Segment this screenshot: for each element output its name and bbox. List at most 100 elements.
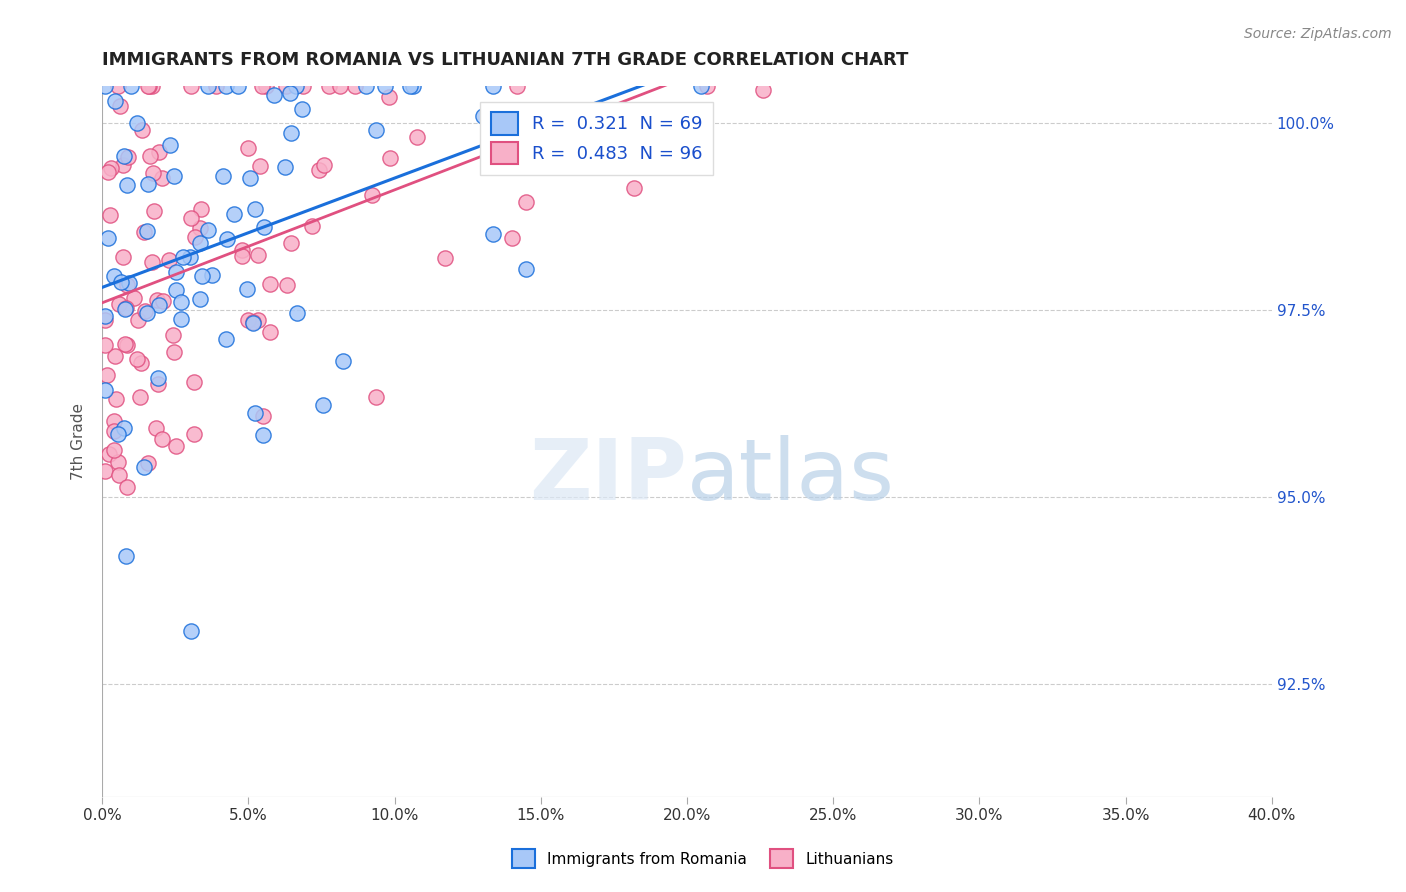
Point xyxy=(197,78,219,93)
Point xyxy=(308,163,330,178)
Point xyxy=(226,78,249,93)
Point xyxy=(259,277,281,291)
Point xyxy=(115,278,138,293)
Point xyxy=(107,297,129,311)
Point xyxy=(188,236,211,251)
Point xyxy=(115,178,138,192)
Text: IMMIGRANTS FROM ROMANIA VS LITHUANIAN 7TH GRADE CORRELATION CHART: IMMIGRANTS FROM ROMANIA VS LITHUANIAN 7T… xyxy=(103,51,908,69)
Point xyxy=(274,160,297,174)
Point xyxy=(191,268,214,283)
Point xyxy=(114,336,136,351)
Point xyxy=(231,243,253,257)
Point xyxy=(343,78,366,93)
Point xyxy=(132,459,155,474)
Point xyxy=(141,78,163,93)
Point xyxy=(285,78,308,93)
Point xyxy=(112,250,135,264)
Point xyxy=(115,480,138,494)
Point xyxy=(515,261,537,276)
Point xyxy=(242,315,264,329)
Point xyxy=(291,78,314,93)
Point xyxy=(354,78,377,93)
Text: Source: ZipAtlas.com: Source: ZipAtlas.com xyxy=(1244,27,1392,41)
Point xyxy=(127,116,149,130)
Point xyxy=(139,148,162,162)
Point xyxy=(138,456,160,470)
Point xyxy=(142,165,165,179)
Point xyxy=(134,304,156,318)
Point xyxy=(211,169,233,183)
Point xyxy=(107,426,129,441)
Point xyxy=(276,277,298,292)
Point xyxy=(285,306,308,320)
Point xyxy=(231,249,253,263)
Point xyxy=(179,251,201,265)
Point xyxy=(696,78,718,93)
Point xyxy=(401,78,423,93)
Point xyxy=(135,305,157,319)
Point xyxy=(180,624,202,639)
Point xyxy=(159,137,181,152)
Point xyxy=(190,292,212,306)
Point xyxy=(94,78,117,93)
Point xyxy=(482,78,505,93)
Point xyxy=(127,313,149,327)
Point xyxy=(246,248,269,262)
Point xyxy=(505,78,527,93)
Point xyxy=(148,298,170,312)
Point xyxy=(243,202,266,217)
Point xyxy=(131,123,153,137)
Point xyxy=(138,78,160,93)
Point xyxy=(107,455,129,469)
Point xyxy=(184,230,207,244)
Point xyxy=(378,90,401,104)
Point xyxy=(224,207,246,221)
Point xyxy=(165,265,187,279)
Point xyxy=(280,235,302,250)
Point xyxy=(366,390,388,404)
Point xyxy=(120,78,142,93)
Point xyxy=(100,161,122,175)
Point xyxy=(238,313,260,327)
Point xyxy=(217,232,239,246)
Point xyxy=(183,375,205,389)
Point xyxy=(280,126,302,140)
Point xyxy=(406,130,429,145)
Point xyxy=(165,283,187,297)
Point xyxy=(170,295,193,310)
Point xyxy=(236,141,259,155)
Point xyxy=(197,223,219,237)
Point xyxy=(104,94,127,108)
Point xyxy=(134,225,156,239)
Point xyxy=(515,195,537,210)
Legend: R =  0.321  N = 69, R =  0.483  N = 96: R = 0.321 N = 69, R = 0.483 N = 96 xyxy=(479,102,713,175)
Point xyxy=(170,312,193,326)
Point xyxy=(690,78,713,93)
Point xyxy=(254,78,277,93)
Point xyxy=(162,327,184,342)
Text: ZIP: ZIP xyxy=(529,435,688,518)
Point xyxy=(148,145,170,160)
Point xyxy=(110,276,132,290)
Point xyxy=(236,282,259,296)
Point xyxy=(108,467,131,482)
Point xyxy=(157,252,180,267)
Point xyxy=(114,302,136,317)
Point xyxy=(314,158,336,172)
Point xyxy=(252,428,274,442)
Point xyxy=(301,219,323,234)
Point xyxy=(148,377,170,392)
Point xyxy=(274,78,297,93)
Point xyxy=(115,338,138,352)
Point xyxy=(318,78,340,93)
Point xyxy=(141,255,163,269)
Point xyxy=(378,151,401,165)
Point xyxy=(146,371,169,385)
Point xyxy=(138,78,160,93)
Point xyxy=(152,170,174,185)
Point xyxy=(278,86,301,100)
Point xyxy=(136,177,159,191)
Point xyxy=(117,151,139,165)
Point xyxy=(98,447,121,461)
Point xyxy=(94,465,117,479)
